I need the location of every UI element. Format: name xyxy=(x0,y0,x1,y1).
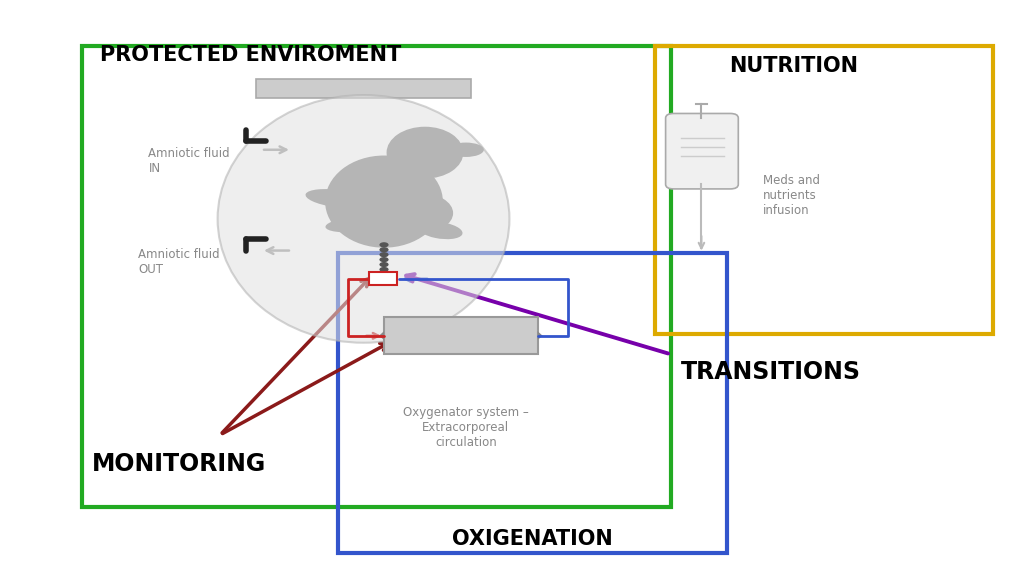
Ellipse shape xyxy=(386,193,453,233)
Ellipse shape xyxy=(379,262,389,267)
Ellipse shape xyxy=(379,252,389,257)
Text: NUTRITION: NUTRITION xyxy=(729,56,858,76)
Text: PROTECTED ENVIROMENT: PROTECTED ENVIROMENT xyxy=(100,45,401,65)
Text: Oxygenator system –
Extracorporeal
circulation: Oxygenator system – Extracorporeal circu… xyxy=(403,406,528,449)
Polygon shape xyxy=(379,331,384,340)
FancyBboxPatch shape xyxy=(384,317,538,354)
Ellipse shape xyxy=(326,217,381,232)
Ellipse shape xyxy=(326,156,442,248)
Ellipse shape xyxy=(217,95,509,343)
Ellipse shape xyxy=(449,142,484,157)
FancyBboxPatch shape xyxy=(256,79,471,98)
FancyBboxPatch shape xyxy=(666,113,738,189)
Ellipse shape xyxy=(379,247,389,252)
Text: Amniotic fluid
IN: Amniotic fluid IN xyxy=(148,147,230,175)
Ellipse shape xyxy=(379,257,389,262)
Text: OXIGENATION: OXIGENATION xyxy=(453,529,612,548)
Text: Amniotic fluid
OUT: Amniotic fluid OUT xyxy=(138,248,220,276)
Polygon shape xyxy=(538,331,543,340)
FancyBboxPatch shape xyxy=(369,272,397,285)
Ellipse shape xyxy=(418,222,463,239)
Text: TRANSITIONS: TRANSITIONS xyxy=(681,359,861,384)
Text: MONITORING: MONITORING xyxy=(92,452,266,476)
Ellipse shape xyxy=(379,277,389,282)
Ellipse shape xyxy=(379,242,389,248)
Ellipse shape xyxy=(387,127,463,179)
Ellipse shape xyxy=(379,267,389,272)
Ellipse shape xyxy=(305,189,371,209)
Text: Meds and
nutrients
infusion: Meds and nutrients infusion xyxy=(763,175,820,217)
Ellipse shape xyxy=(379,272,389,277)
